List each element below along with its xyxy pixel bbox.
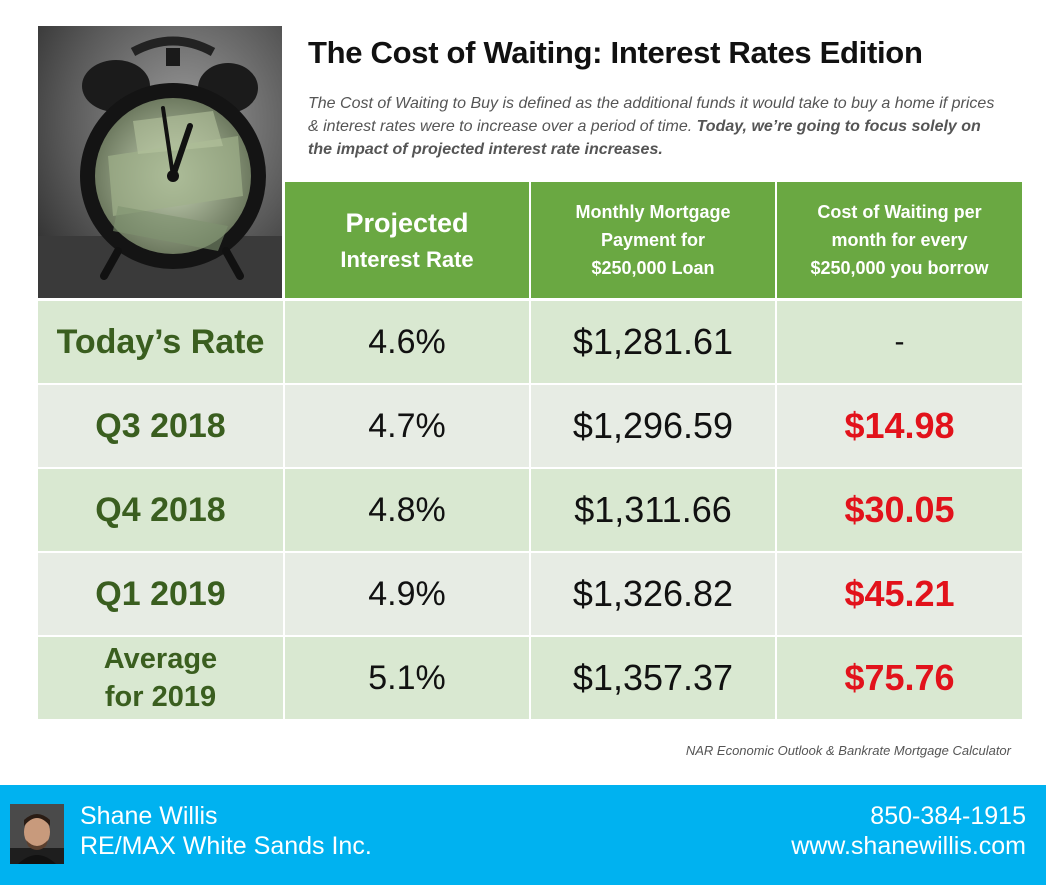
source-note: NAR Economic Outlook & Bankrate Mortgage… [685, 743, 1011, 758]
table-row: Today’s Rate 4.6% $1,281.61 - [38, 301, 1022, 383]
column-divider [775, 553, 777, 635]
column-divider [529, 385, 531, 467]
agent-avatar [10, 804, 64, 864]
column-divider [529, 301, 531, 383]
column-divider [529, 637, 531, 719]
header-rate-line2: Interest Rate [340, 247, 474, 272]
row-payment: $1,281.61 [572, 321, 734, 362]
header-rate-line1: Projected [345, 208, 469, 238]
column-divider [529, 553, 531, 635]
table-row: Q4 2018 4.8% $1,311.66 $30.05 [38, 469, 1022, 551]
table-row: Average for 2019 5.1% $1,357.37 $75.76 [38, 637, 1022, 719]
row-payment: $1,311.66 [574, 489, 732, 530]
row-label: Average for 2019 [103, 643, 218, 713]
column-divider [283, 301, 285, 383]
header-monthly-payment: Monthly Mortgage Payment for $250,000 Lo… [531, 182, 775, 298]
agent-website[interactable]: www.shanewillis.com [791, 832, 1026, 860]
row-cost: - [894, 325, 905, 358]
row-payment: $1,357.37 [572, 657, 734, 698]
row-payment: $1,326.82 [572, 573, 734, 614]
row-label: Today’s Rate [56, 322, 265, 361]
subtitle-text: The Cost of Waiting to Buy is defined as… [308, 95, 995, 135]
column-divider [775, 385, 777, 467]
alarm-clock-photo [38, 26, 282, 298]
column-divider [283, 385, 285, 467]
agent-footer: Shane Willis RE/MAX White Sands Inc. 850… [0, 785, 1046, 885]
table-row: Q3 2018 4.7% $1,296.59 $14.98 [38, 385, 1022, 467]
row-label: Q4 2018 [95, 490, 226, 529]
header-projected-rate: Projected Interest Rate [285, 182, 529, 298]
agent-phone[interactable]: 850-384-1915 [870, 802, 1026, 830]
row-cost: $30.05 [844, 489, 955, 530]
page-subtitle: The Cost of Waiting to Buy is defined as… [308, 92, 1008, 161]
page-title: The Cost of Waiting: Interest Rates Edit… [308, 35, 923, 70]
row-cost: $14.98 [844, 405, 955, 446]
agent-name: Shane Willis [80, 802, 218, 830]
row-label: Q1 2019 [95, 574, 226, 613]
row-cost: $45.21 [844, 573, 955, 614]
row-rate: 4.6% [368, 322, 446, 361]
column-divider [775, 469, 777, 551]
column-divider [283, 469, 285, 551]
header-cost-of-waiting: Cost of Waiting per month for every $250… [777, 182, 1022, 298]
row-cost: $75.76 [844, 657, 955, 698]
row-rate: 4.9% [368, 574, 446, 613]
row-payment: $1,296.59 [572, 405, 734, 446]
column-divider [283, 553, 285, 635]
column-divider [775, 637, 777, 719]
agent-company: RE/MAX White Sands Inc. [80, 832, 372, 860]
subtitle-emphasis: Today, we’re going to focus solely on th… [308, 118, 981, 158]
table-row: Q1 2019 4.9% $1,326.82 $45.21 [38, 553, 1022, 635]
column-divider [283, 637, 285, 719]
column-divider [529, 469, 531, 551]
row-rate: 4.8% [368, 490, 446, 529]
row-rate: 5.1% [368, 658, 446, 697]
row-label: Q3 2018 [95, 406, 226, 445]
row-rate: 4.7% [368, 406, 446, 445]
column-divider [775, 301, 777, 383]
